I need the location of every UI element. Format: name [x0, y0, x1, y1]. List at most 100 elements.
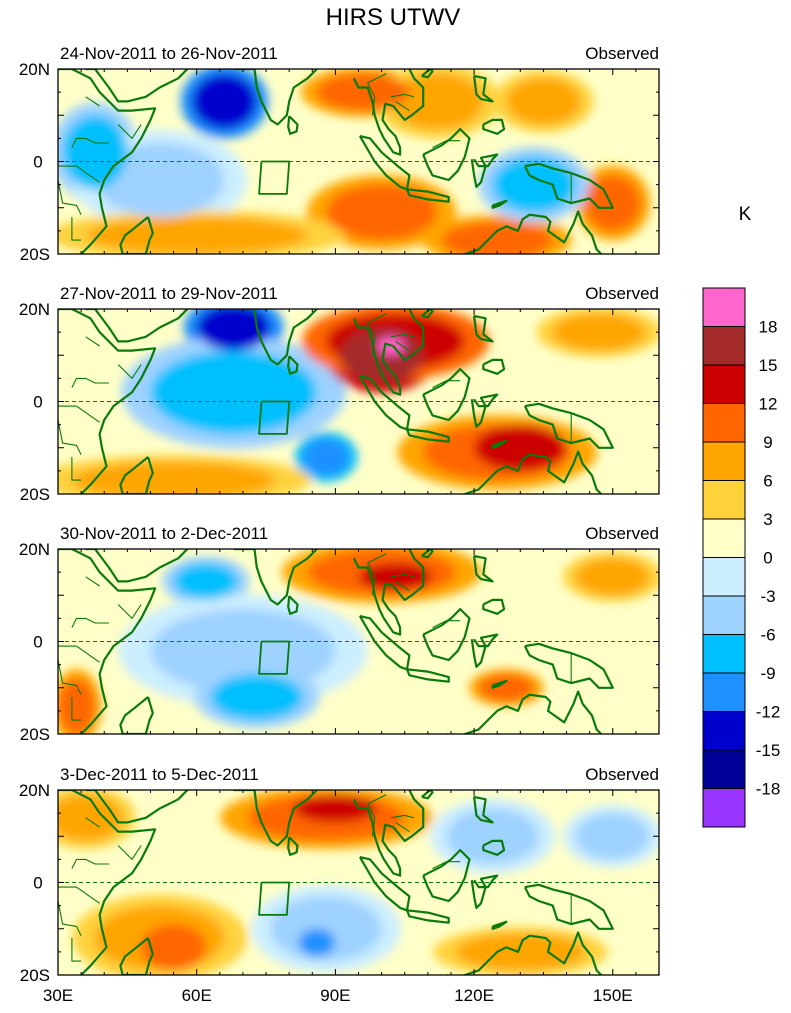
y-tick-label: 20S [20, 966, 50, 985]
coastline [523, 642, 614, 689]
coastline [287, 355, 299, 375]
x-axis: 30E 60E 90E 120E 150E [43, 986, 633, 1005]
coastline [491, 439, 508, 449]
country-border [76, 165, 100, 183]
x-tick-label: 30E [43, 986, 73, 1005]
country-border [76, 645, 100, 663]
anomaly-region [390, 73, 484, 130]
coastline [482, 358, 506, 375]
y-tick-label: 20N [19, 540, 50, 559]
coastline [58, 549, 157, 734]
y-tick-label: 0 [33, 153, 42, 172]
coastline [287, 836, 299, 856]
country-border [71, 377, 109, 388]
anomaly-region [474, 424, 567, 471]
colorbar-swatch [702, 634, 746, 674]
panel-2: 20N 0 20S 27-Nov-2011 to 29-Nov-2011 Observe… [19, 284, 660, 504]
anomaly-region [150, 350, 317, 434]
anomaly-region [141, 924, 206, 971]
colorbar-swatch [702, 788, 746, 828]
colorbar-swatch [702, 441, 746, 481]
country-border [395, 580, 410, 592]
panel-1: 20N 0 20S 24-Nov-2011 to 26-Nov-2011 Observe… [19, 44, 660, 264]
country-border [117, 124, 142, 139]
coastline [523, 402, 614, 449]
coastline [482, 839, 506, 856]
coastline [287, 115, 299, 135]
country-border [367, 313, 387, 356]
anomaly-region [575, 813, 650, 860]
anomaly-region [552, 313, 646, 351]
coastline [358, 856, 411, 912]
y-tick-label: 20S [20, 485, 50, 504]
colorbar-swatch [702, 480, 746, 520]
coastline [233, 309, 318, 366]
coastline [85, 549, 189, 583]
country-border [390, 814, 415, 819]
country-border [71, 137, 109, 148]
anomaly-region [326, 184, 438, 241]
coastline [422, 128, 471, 182]
country-border [71, 858, 109, 869]
country-border [390, 93, 415, 98]
coastline [233, 790, 318, 847]
colorbar-label: -6 [760, 626, 775, 645]
anomaly-region [358, 562, 433, 591]
coastline [473, 554, 494, 583]
country-border [395, 340, 410, 352]
colorbar-label: 9 [763, 433, 772, 452]
coastline [358, 375, 411, 431]
target-region-box [258, 640, 291, 675]
coastline [446, 931, 602, 975]
x-tick-label: 150E [593, 986, 633, 1005]
coastline [119, 696, 154, 734]
colorbar-swatch [702, 326, 746, 366]
y-tick-label: 20S [20, 725, 50, 744]
coastline [422, 607, 471, 662]
coastlines [58, 549, 614, 734]
panel-label: Observed [585, 44, 659, 63]
coastline [119, 937, 154, 975]
coastline [287, 595, 299, 615]
colorbar-label: -18 [756, 780, 781, 799]
country-border [71, 217, 82, 241]
coastline [470, 874, 499, 910]
country-border [432, 861, 461, 870]
panel-period: 27-Nov-2011 to 29-Nov-2011 [60, 284, 278, 303]
coastline [119, 456, 154, 494]
country-border [76, 405, 100, 423]
anomaly-region [150, 609, 336, 693]
anomaly-region [303, 438, 350, 476]
country-border [71, 697, 82, 721]
chart-title: HIRS UTWV [326, 4, 461, 31]
country-border [85, 336, 100, 347]
coastline [358, 135, 411, 191]
coastline [405, 188, 450, 203]
y-tick-label: 0 [33, 633, 42, 652]
country-border [71, 457, 82, 481]
x-tick-label: 60E [182, 986, 212, 1005]
colorbar-unit: K [739, 204, 752, 225]
coastline [119, 216, 154, 254]
anomaly-field [58, 790, 659, 975]
target-region-box [258, 881, 291, 916]
country-border [76, 886, 100, 904]
coastline [446, 210, 602, 254]
coastline [85, 69, 189, 103]
ticks [57, 789, 660, 976]
country-border [367, 553, 387, 596]
coastline [405, 428, 450, 443]
coastline [473, 74, 494, 103]
anomaly-region [575, 558, 650, 596]
panel-period: 24-Nov-2011 to 26-Nov-2011 [60, 44, 278, 63]
country-border [85, 817, 100, 828]
anomaly-region [455, 933, 586, 971]
anomaly-region [71, 461, 276, 494]
anomaly-region [62, 115, 128, 190]
anomaly-field [58, 549, 659, 734]
colorbar-swatch [702, 749, 746, 789]
panel-label: Observed [585, 284, 659, 303]
coastline [405, 668, 450, 683]
panel-period: 30-Nov-2011 to 2-Dec-2011 [60, 524, 268, 543]
